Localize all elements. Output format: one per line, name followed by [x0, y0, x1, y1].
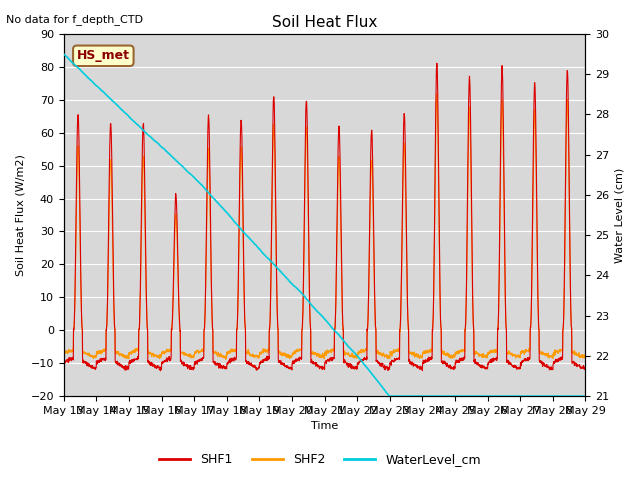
- SHF1: [157, 368, 164, 373]
- WaterLevel_cm: [582, 393, 589, 399]
- Line: SHF2: SHF2: [64, 94, 586, 360]
- Legend: SHF1, SHF2, WaterLevel_cm: SHF1, SHF2, WaterLevel_cm: [154, 448, 486, 471]
- WaterLevel_cm: [574, 393, 582, 399]
- WaterLevel_cm: [356, 356, 364, 361]
- SHF2: [356, 348, 364, 354]
- SHF1: [112, 360, 120, 366]
- SHF1: [225, 358, 232, 364]
- SHF2: [482, 352, 490, 358]
- SHF1: [356, 359, 364, 365]
- SHF1: [511, 364, 519, 370]
- SHF1: [482, 366, 490, 372]
- WaterLevel_cm: [511, 393, 519, 399]
- Line: WaterLevel_cm: WaterLevel_cm: [64, 54, 586, 396]
- Text: No data for f_depth_CTD: No data for f_depth_CTD: [6, 14, 143, 25]
- SHF2: [112, 350, 120, 356]
- SHF2: [60, 350, 68, 356]
- WaterLevel_cm: [112, 101, 120, 107]
- SHF2: [433, 91, 441, 96]
- SHF2: [222, 357, 230, 362]
- Y-axis label: Water Level (cm): Water Level (cm): [615, 168, 625, 263]
- Line: SHF1: SHF1: [64, 63, 586, 371]
- Text: HS_met: HS_met: [77, 49, 130, 62]
- SHF2: [582, 352, 589, 358]
- SHF1: [60, 359, 68, 364]
- SHF2: [225, 350, 232, 356]
- SHF2: [575, 351, 582, 357]
- SHF1: [582, 365, 589, 371]
- SHF1: [575, 362, 582, 368]
- Y-axis label: Soil Heat Flux (W/m2): Soil Heat Flux (W/m2): [15, 154, 25, 276]
- WaterLevel_cm: [225, 212, 232, 217]
- SHF2: [511, 353, 519, 359]
- WaterLevel_cm: [386, 393, 394, 399]
- X-axis label: Time: Time: [311, 421, 339, 432]
- SHF1: [433, 60, 441, 66]
- WaterLevel_cm: [60, 51, 68, 57]
- Title: Soil Heat Flux: Soil Heat Flux: [272, 15, 378, 30]
- WaterLevel_cm: [482, 393, 490, 399]
